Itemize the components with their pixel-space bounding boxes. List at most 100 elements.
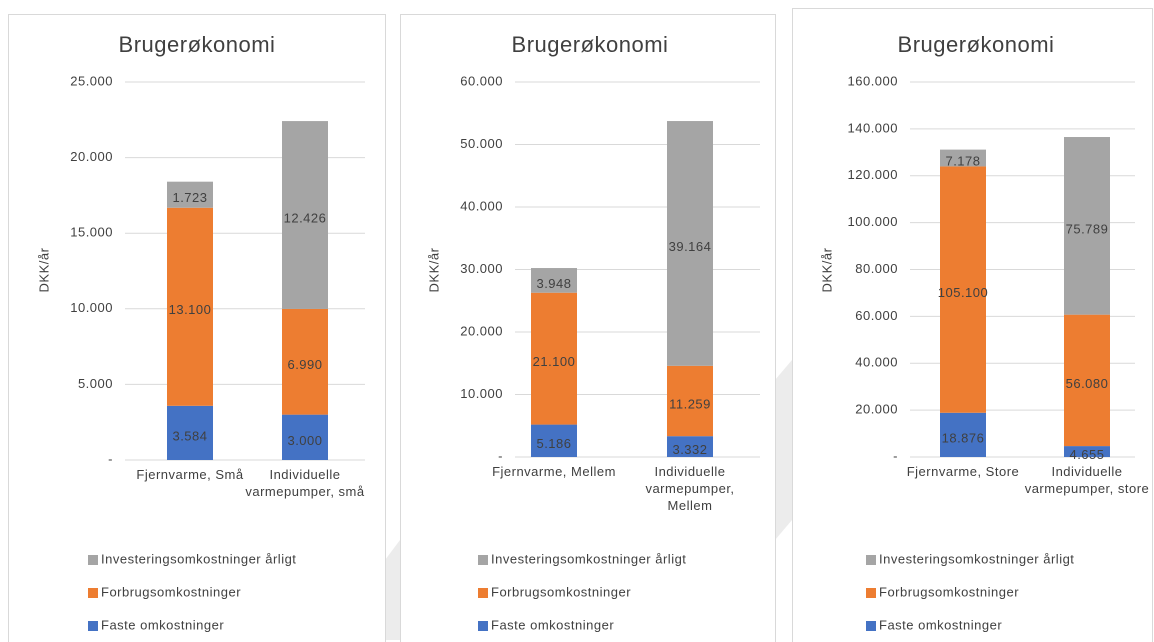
legend-label: Investeringsomkostninger årligt [101, 551, 296, 566]
y-tick-label: - [108, 451, 113, 466]
y-tick-label: 10.000 [70, 300, 113, 315]
value-label: 56.080 [1066, 376, 1109, 391]
y-tick-label: 80.000 [855, 261, 898, 276]
legend-swatch [478, 621, 488, 631]
x-tick-label-box: Fjernvarme, Store [906, 464, 1020, 479]
legend-label: Forbrugsomkostninger [491, 584, 631, 599]
decor [385, 540, 400, 640]
legend-swatch [866, 621, 876, 631]
value-label: 105.100 [938, 285, 989, 300]
bar-segment [940, 149, 986, 167]
y-tick-label: - [893, 448, 898, 463]
bar-segment [282, 308, 328, 415]
y-tick-label: 10.000 [460, 386, 503, 401]
legend-swatch [866, 555, 876, 565]
legend-label: Investeringsomkostninger årligt [491, 551, 686, 566]
bar-segment [167, 181, 213, 208]
value-label: 13.100 [169, 302, 212, 317]
y-tick-label: 160.000 [848, 73, 899, 88]
bar-segment [667, 121, 713, 366]
bar-segment [1064, 446, 1110, 457]
value-label: 3.332 [672, 442, 707, 457]
bar-segment [667, 436, 713, 457]
legend-label: Faste omkostninger [491, 617, 614, 632]
bar-segment [940, 166, 986, 413]
y-tick-label: 25.000 [70, 73, 113, 88]
y-tick-label: 60.000 [855, 308, 898, 323]
value-label: 5.186 [536, 436, 571, 451]
y-tick-label: 20.000 [70, 149, 113, 164]
y-tick-label: 100.000 [848, 214, 899, 229]
value-label: 7.178 [945, 153, 980, 168]
x-tick-label: Fjernvarme, Store [906, 464, 1020, 479]
x-tick-label-box: Individuelle varmepumper, små [245, 467, 365, 499]
bar-segment [531, 292, 577, 425]
y-axis-label: DKK/år [426, 247, 441, 292]
bar-segment [531, 268, 577, 293]
legend-swatch [866, 588, 876, 598]
y-tick-label: 120.000 [848, 167, 899, 182]
bar-segment [940, 412, 986, 457]
bar-segment [531, 424, 577, 457]
legend-swatch [88, 588, 98, 598]
bar-segment [282, 414, 328, 460]
x-tick-label: Fjernvarme, Mellem [492, 464, 616, 479]
value-label: 39.164 [669, 239, 712, 254]
x-tick-label-box: Fjernvarme, Små [136, 467, 244, 482]
value-label: 1.723 [172, 190, 207, 205]
y-tick-label: 5.000 [78, 376, 113, 391]
bar-segment [1064, 137, 1110, 315]
panel [792, 8, 1153, 642]
x-tick-label: Individuelle varmepumper, Mellem [645, 464, 735, 513]
y-axis-label: DKK/år [36, 247, 51, 292]
chart-title: Brugerøkonomi [512, 32, 669, 57]
y-tick-label: 20.000 [460, 323, 503, 338]
y-tick-label: 30.000 [460, 261, 503, 276]
x-tick-label: Individuelle varmepumper, store [1024, 464, 1150, 496]
x-tick-label-box: Individuelle varmepumper, store [1024, 464, 1150, 496]
legend-swatch [478, 588, 488, 598]
legend-label: Faste omkostninger [101, 617, 224, 632]
x-tick-label: Individuelle varmepumper, små [245, 467, 365, 499]
y-tick-label: 20.000 [855, 402, 898, 417]
legend-label: Faste omkostninger [879, 617, 1002, 632]
bar-segment [282, 121, 328, 309]
value-label: 12.426 [284, 210, 327, 225]
value-label: 18.876 [942, 430, 985, 445]
x-tick-label-box: Fjernvarme, Mellem [492, 464, 616, 479]
panel [8, 14, 386, 642]
value-label: 3.584 [172, 428, 207, 443]
legend-swatch [478, 555, 488, 565]
value-label: 4.655 [1069, 447, 1104, 462]
bar-segment [1064, 314, 1110, 447]
legend-label: Forbrugsomkostninger [101, 584, 241, 599]
y-axis-label: DKK/år [819, 247, 834, 292]
legend-swatch [88, 621, 98, 631]
y-tick-label: 50.000 [460, 136, 503, 151]
chart-title: Brugerøkonomi [898, 32, 1055, 57]
decor [775, 360, 792, 540]
bar-segment [167, 207, 213, 406]
y-tick-label: 60.000 [460, 73, 503, 88]
bar-segment [667, 365, 713, 437]
x-tick-label-box: Individuelle varmepumper, Mellem [645, 464, 735, 513]
legend-label: Forbrugsomkostninger [879, 584, 1019, 599]
y-tick-label: 40.000 [460, 198, 503, 213]
panel [400, 14, 776, 642]
legend-swatch [88, 555, 98, 565]
value-label: 3.000 [287, 433, 322, 448]
legend-label: Investeringsomkostninger årligt [879, 551, 1074, 566]
value-label: 6.990 [287, 357, 322, 372]
y-tick-label: 40.000 [855, 355, 898, 370]
chart-title: Brugerøkonomi [119, 32, 276, 57]
value-label: 3.948 [536, 276, 571, 291]
y-tick-label: 140.000 [848, 120, 899, 135]
y-tick-label: - [498, 448, 503, 463]
value-label: 21.100 [533, 354, 576, 369]
value-label: 11.259 [669, 396, 711, 411]
bar-segment [167, 405, 213, 460]
y-tick-label: 15.000 [70, 225, 113, 240]
x-tick-label: Fjernvarme, Små [136, 467, 244, 482]
value-label: 75.789 [1066, 221, 1109, 236]
